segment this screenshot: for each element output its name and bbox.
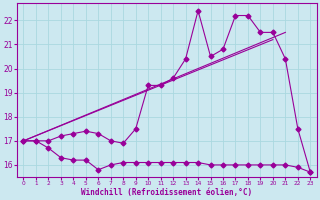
X-axis label: Windchill (Refroidissement éolien,°C): Windchill (Refroidissement éolien,°C) [81,188,252,197]
